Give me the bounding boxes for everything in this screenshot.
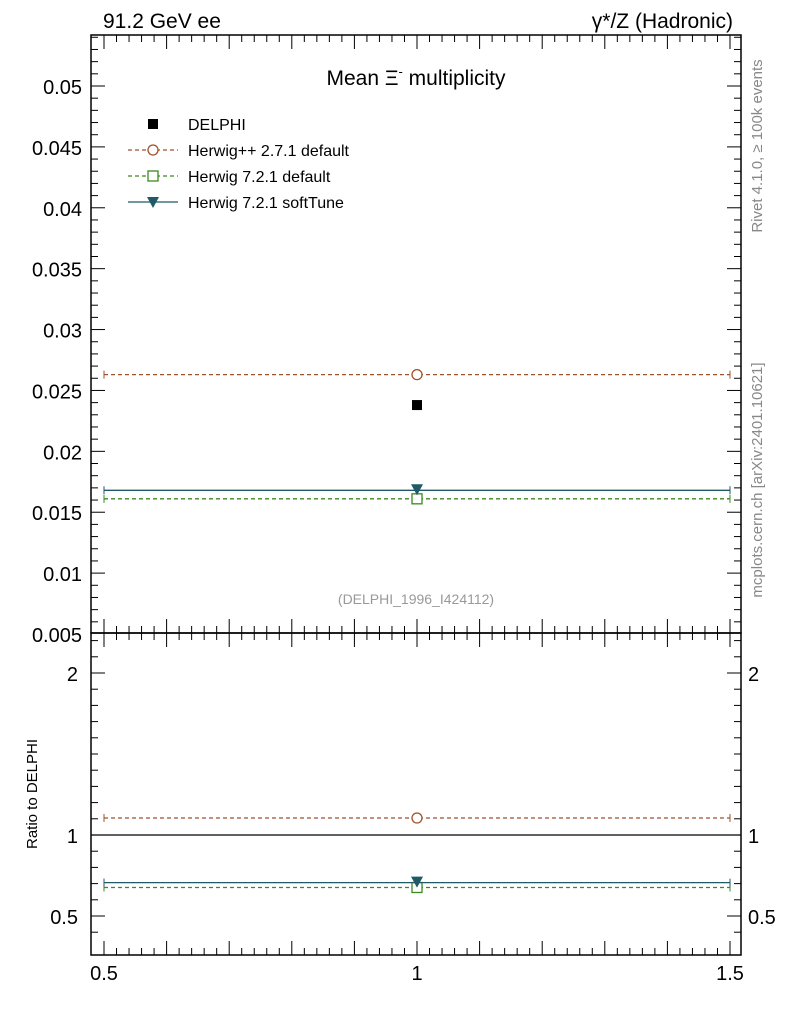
ratio-y-tick-label: 1: [67, 826, 78, 848]
rivet-version-label: Rivet 4.1.0, ≥ 100k events: [749, 59, 766, 232]
legend-marker-herwig721: [147, 170, 159, 182]
data-point-herwigpp: [411, 368, 423, 381]
main-y-tick-label: 0.045: [32, 138, 82, 160]
legend-label-herwigpp: Herwig++ 2.7.1 default: [188, 143, 350, 160]
main-panel: 0.005 0.01 0.015 0.02 0.025 0.03 0.035 0.04 0.04…: [32, 34, 742, 647]
legend: DELPHI Herwig++ 2.7.1 default Herwig 7.2…: [128, 117, 350, 212]
ratio-y-tick-label: 0.5: [50, 907, 78, 929]
chart-title-sup: -: [398, 64, 402, 79]
main-y-tick-label: 0.015: [32, 503, 82, 525]
main-y-tick-label: 0.02: [43, 442, 82, 464]
ratio-y-tick-label-right: 2: [748, 664, 759, 686]
data-point-herwig721: [411, 493, 423, 505]
ratio-y-tick-label-right: 0.5: [748, 907, 776, 929]
process-label: γ*/Z (Hadronic): [592, 10, 733, 33]
main-series: [103, 368, 731, 505]
x-tick-labels: 0.5 1 1.5: [90, 963, 744, 985]
legend-entry-herwig721: Herwig 7.2.1 default: [128, 169, 331, 186]
mcplots-label: mcplots.cern.ch [arXiv:2401.10621]: [749, 362, 766, 597]
ratio-panel-frame: [90, 632, 742, 956]
data-point-data: [412, 400, 422, 411]
main-y-tick-label: 0.01: [43, 564, 82, 586]
main-y-tick-label: 0.025: [32, 381, 82, 403]
data-point-softtune: [411, 484, 423, 496]
legend-marker-softtune: [147, 197, 159, 208]
ratio-point-softtune: [411, 876, 423, 888]
main-y-tick-label: 0.03: [43, 321, 82, 343]
main-y-tick-label: 0.04: [43, 199, 82, 221]
main-y-tick-label: 0.035: [32, 260, 82, 282]
analysis-label: (DELPHI_1996_I424112): [338, 591, 494, 607]
energy-label: 91.2 GeV ee: [103, 10, 221, 33]
ratio-point-herwigpp: [411, 812, 423, 824]
main-y-tick-label: 0.005: [32, 625, 82, 647]
legend-label-herwig721: Herwig 7.2.1 default: [188, 169, 331, 186]
chart-title: Mean Ξ- multiplicity: [326, 64, 506, 90]
legend-label-softtune: Herwig 7.2.1 softTune: [188, 195, 344, 212]
legend-marker-delphi: [148, 119, 158, 129]
ratio-y-tick-labels: 0.5 0.5 1 1 2 2: [50, 664, 776, 929]
legend-entry-delphi: DELPHI: [148, 117, 246, 134]
ratio-y-axis-label: Ratio to DELPHI: [24, 739, 41, 849]
main-axis-ticks: [91, 35, 741, 633]
legend-label-delphi: DELPHI: [188, 117, 246, 134]
chart-title-rest: multiplicity: [403, 67, 506, 90]
ratio-series: [91, 812, 741, 894]
x-tick-label: 1.5: [716, 963, 744, 985]
ratio-panel: 0.5 0.5 1 1 2 2 0.5 1 1.5 Ratio to DELPHI: [24, 632, 776, 985]
chart-title-main: Mean Ξ: [326, 67, 398, 90]
ratio-y-tick-label: 2: [67, 664, 78, 686]
ratio-axis-ticks: [91, 633, 741, 955]
x-tick-label: 0.5: [90, 963, 118, 985]
x-tick-label: 1: [411, 963, 422, 985]
main-y-tick-label: 0.05: [43, 77, 82, 99]
main-y-tick-labels: 0.005 0.01 0.015 0.02 0.025 0.03 0.035 0.04 0.04…: [32, 77, 82, 647]
legend-entry-herwigpp: Herwig++ 2.7.1 default: [128, 143, 350, 160]
legend-entry-softtune: Herwig 7.2.1 softTune: [128, 195, 344, 212]
legend-marker-herwigpp: [147, 144, 159, 156]
ratio-y-tick-label-right: 1: [748, 826, 759, 848]
